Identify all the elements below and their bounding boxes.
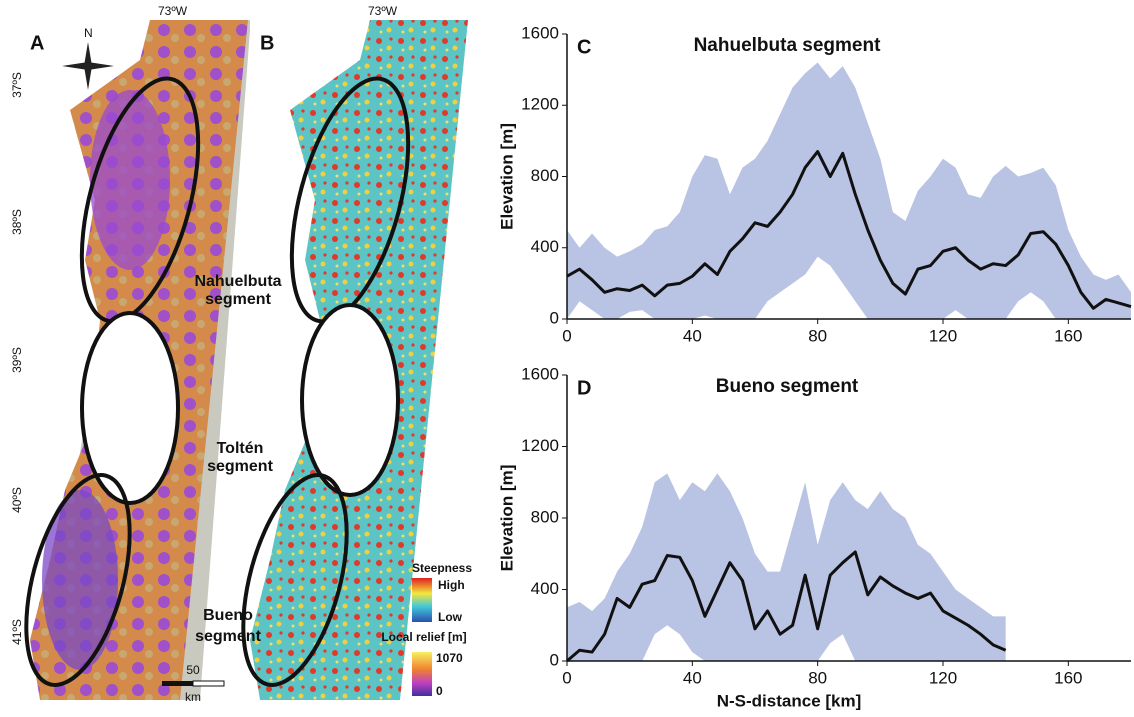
relief-bar (412, 652, 432, 696)
panel-label: A (30, 32, 44, 54)
legend-label: 0 (436, 684, 443, 698)
y-axis-label: Elevation [m] (497, 465, 516, 572)
scale-bar (162, 681, 193, 686)
y-tick-label: 0 (550, 650, 559, 669)
y-tick-label: 1600 (521, 364, 559, 383)
north-label: N (84, 26, 93, 40)
y-tick-label: 1200 (521, 95, 559, 114)
scale-unit: km (185, 690, 201, 704)
y-axis-label: Elevation [m] (497, 123, 516, 230)
segment-label: Toltén (217, 440, 264, 457)
latitude: 40ºS (10, 487, 24, 513)
y-tick-label: 1200 (521, 436, 559, 455)
range-band (567, 473, 1006, 661)
longitude: 73ºW (158, 4, 188, 18)
x-tick-label: 120 (929, 326, 957, 345)
purple-zone (90, 90, 170, 270)
range-band (567, 63, 1131, 320)
segment-label: segment (195, 628, 261, 645)
legend-label: 1070 (436, 651, 463, 665)
chart-title: Bueno segment (716, 376, 859, 397)
x-tick-label: 160 (1054, 668, 1082, 687)
latitude: 38ºS (10, 209, 24, 235)
y-tick-label: 400 (531, 579, 559, 598)
segment-label: Bueno (203, 607, 253, 624)
longitude: 73ºW (368, 4, 398, 18)
panel-label: D (577, 377, 591, 399)
x-tick-label: 80 (808, 668, 827, 687)
legend-label: Low (438, 610, 463, 624)
scale-bar (193, 681, 224, 686)
x-tick-label: 120 (929, 668, 957, 687)
panel-label: C (577, 36, 591, 58)
figure: A B N 73ºW 73ºW Nahuelbuta segment Tolté… (0, 0, 1134, 712)
x-tick-label: 160 (1054, 326, 1082, 345)
steepness-bar (412, 578, 432, 622)
y-tick-label: 1600 (521, 23, 559, 42)
latitude: 41ºS (10, 619, 24, 645)
segment-label: segment (207, 458, 273, 475)
map-b (224, 20, 468, 700)
y-tick-label: 800 (531, 166, 559, 185)
latitude: 39ºS (10, 347, 24, 373)
map-a (7, 20, 250, 700)
segment-label: segment (205, 291, 271, 308)
legend-title: Steepness (412, 561, 472, 575)
legend-title: Local relief [m] (381, 630, 466, 644)
x-tick-label: 80 (808, 326, 827, 345)
segment-ellipse (302, 305, 398, 495)
north-arrow (62, 42, 114, 90)
legend-label: High (438, 578, 465, 592)
y-tick-label: 0 (550, 308, 559, 327)
x-tick-label: 40 (683, 326, 702, 345)
x-tick-label: 40 (683, 668, 702, 687)
latitude: 37ºS (10, 72, 24, 98)
y-tick-label: 800 (531, 507, 559, 526)
x-tick-label: 0 (562, 326, 571, 345)
chart-title: Nahuelbuta segment (694, 35, 882, 56)
scale-value: 50 (186, 663, 200, 677)
panel-label: B (260, 32, 274, 54)
segment-label: Nahuelbuta (194, 273, 281, 290)
x-tick-label: 0 (562, 668, 571, 687)
y-tick-label: 400 (531, 237, 559, 256)
x-axis-label: N-S-distance [km] (717, 691, 862, 710)
